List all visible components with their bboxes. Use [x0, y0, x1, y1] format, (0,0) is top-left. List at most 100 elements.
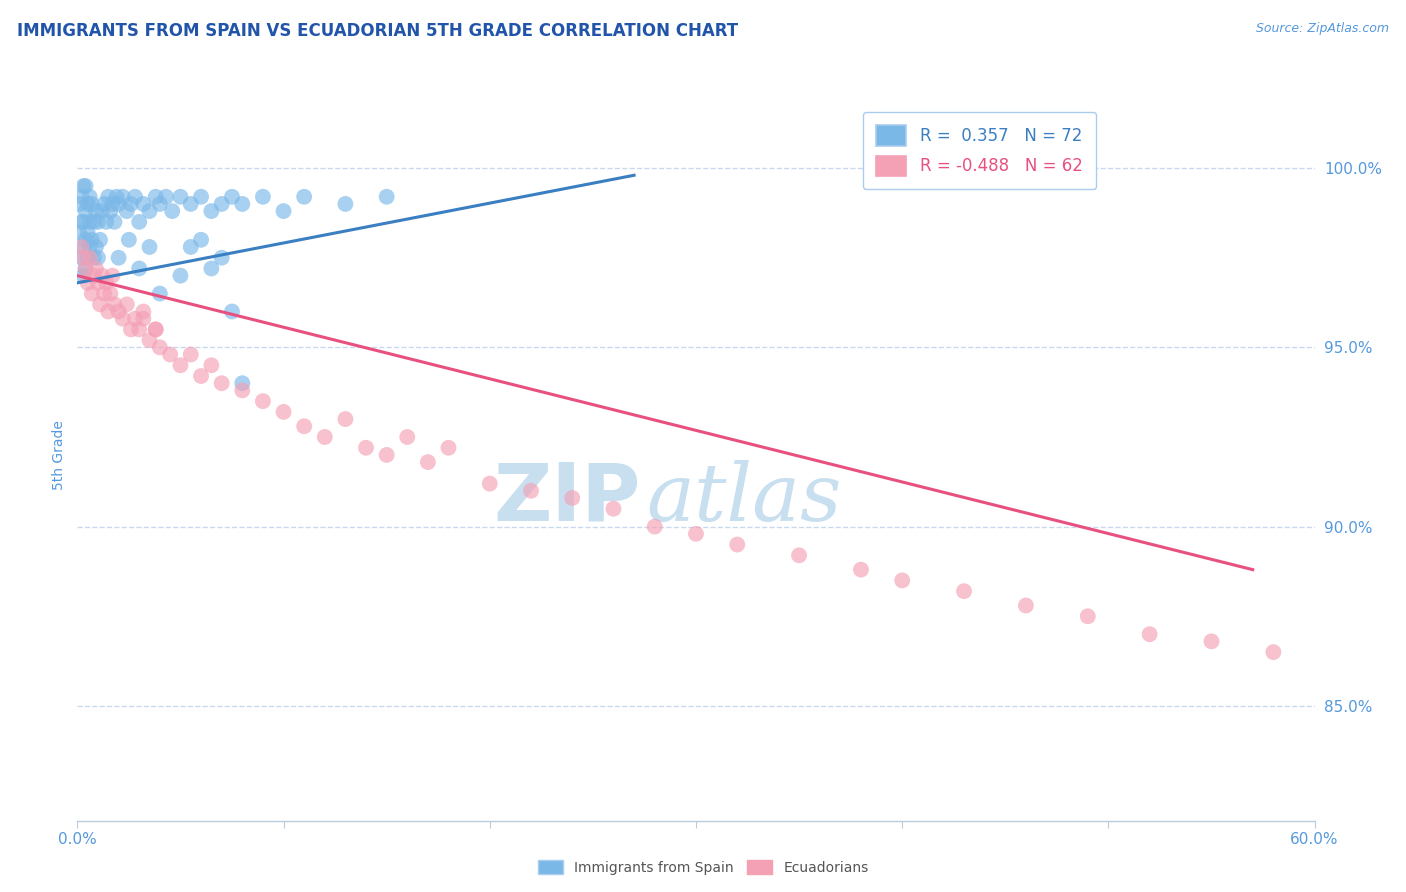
Point: [561, 491, 583, 505]
Point: [115, 297, 138, 311]
Point: [101, 268, 124, 283]
Point: [124, 311, 146, 326]
Point: [79, 190, 101, 204]
Point: [124, 190, 146, 204]
Point: [87, 215, 110, 229]
Point: [72, 215, 94, 229]
Point: [103, 215, 125, 229]
Point: [200, 261, 222, 276]
Point: [787, 549, 810, 563]
Point: [180, 347, 202, 361]
Point: [725, 537, 748, 551]
Point: [75, 261, 97, 276]
Point: [96, 276, 118, 290]
Point: [602, 501, 624, 516]
Point: [70, 251, 93, 265]
Point: [252, 394, 274, 409]
Point: [111, 311, 134, 326]
Point: [180, 197, 202, 211]
Point: [375, 448, 398, 462]
Point: [169, 359, 191, 373]
Point: [155, 190, 177, 204]
Point: [91, 268, 114, 283]
Point: [80, 233, 103, 247]
Point: [84, 204, 107, 219]
Point: [120, 322, 142, 336]
Point: [520, 483, 543, 498]
Point: [159, 347, 181, 361]
Point: [107, 304, 129, 318]
Point: [145, 322, 167, 336]
Point: [180, 240, 202, 254]
Point: [292, 419, 315, 434]
Point: [145, 190, 167, 204]
Point: [79, 251, 101, 265]
Point: [211, 376, 233, 391]
Point: [132, 197, 155, 211]
Point: [67, 226, 90, 240]
Point: [437, 441, 460, 455]
Point: [76, 276, 98, 290]
Point: [76, 251, 98, 265]
Point: [93, 286, 115, 301]
Point: [138, 204, 160, 219]
Point: [478, 476, 501, 491]
Point: [80, 197, 103, 211]
Point: [115, 204, 138, 219]
Point: [190, 190, 212, 204]
Point: [93, 197, 115, 211]
Point: [849, 563, 872, 577]
Point: [70, 215, 93, 229]
Point: [75, 179, 97, 194]
Point: [138, 240, 160, 254]
Text: IMMIGRANTS FROM SPAIN VS ECUADORIAN 5TH GRADE CORRELATION CHART: IMMIGRANTS FROM SPAIN VS ECUADORIAN 5TH …: [17, 22, 738, 40]
Point: [149, 197, 172, 211]
Point: [83, 251, 105, 265]
Point: [132, 311, 155, 326]
Point: [149, 340, 172, 354]
Point: [231, 384, 253, 398]
Point: [190, 233, 212, 247]
Point: [84, 240, 107, 254]
Point: [200, 359, 222, 373]
Point: [98, 286, 121, 301]
Point: [103, 297, 125, 311]
Point: [169, 268, 191, 283]
Point: [75, 233, 97, 247]
Point: [128, 215, 150, 229]
Point: [354, 441, 377, 455]
Point: [231, 376, 253, 391]
Point: [72, 251, 94, 265]
Point: [76, 226, 98, 240]
Point: [79, 215, 101, 229]
Point: [396, 430, 419, 444]
Point: [231, 197, 253, 211]
Text: Source: ZipAtlas.com: Source: ZipAtlas.com: [1256, 22, 1389, 36]
Point: [97, 190, 120, 204]
Point: [75, 204, 97, 219]
Point: [89, 297, 111, 311]
Point: [87, 251, 110, 265]
Legend: Immigrants from Spain, Ecuadorians: Immigrants from Spain, Ecuadorians: [531, 855, 875, 880]
Point: [273, 204, 295, 219]
Point: [1263, 645, 1285, 659]
Point: [145, 322, 167, 336]
Point: [118, 233, 141, 247]
Point: [111, 190, 134, 204]
Point: [149, 286, 172, 301]
Point: [200, 204, 222, 219]
Point: [83, 215, 105, 229]
Point: [190, 369, 212, 384]
Point: [87, 276, 110, 290]
Point: [953, 584, 976, 599]
Point: [83, 268, 105, 283]
Point: [107, 197, 129, 211]
Point: [107, 251, 129, 265]
Point: [160, 204, 183, 219]
Point: [169, 190, 191, 204]
Point: [72, 240, 94, 254]
Point: [221, 190, 243, 204]
Point: [416, 455, 439, 469]
Point: [98, 204, 121, 219]
Point: [75, 261, 97, 276]
